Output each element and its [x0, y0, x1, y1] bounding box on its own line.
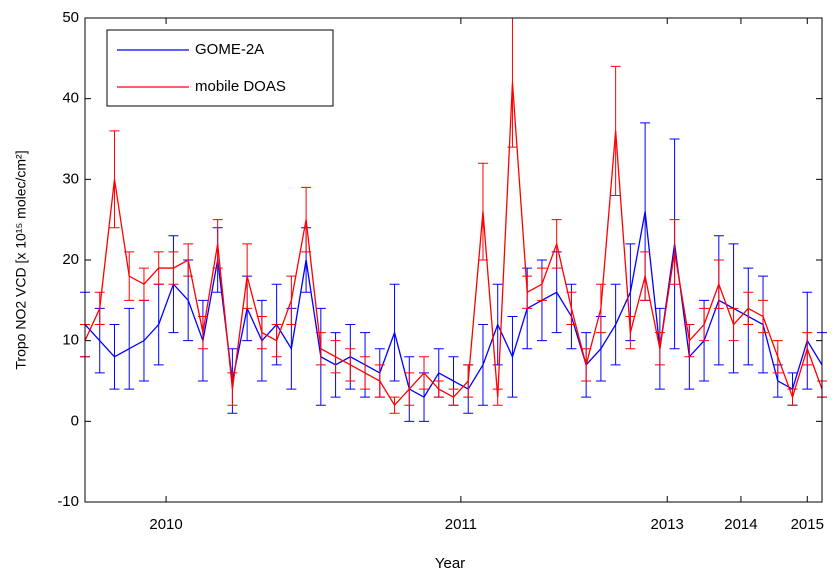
legend-label: mobile DOAS	[195, 78, 286, 95]
y-tick-label: -10	[57, 493, 79, 510]
x-tick-label: 2011	[445, 516, 477, 533]
y-tick-label: 30	[62, 170, 79, 187]
x-tick-label: 2015	[791, 516, 824, 533]
legend-label: GOME-2A	[195, 41, 264, 58]
y-tick-label: 10	[62, 332, 79, 349]
x-tick-label: 2014	[724, 516, 757, 533]
y-tick-label: 0	[71, 412, 79, 429]
x-tick-label: 2013	[651, 516, 684, 533]
series-line	[84, 82, 823, 407]
y-axis-label: Tropo NO2 VCD [x 10¹⁵ molec/cm²]	[13, 150, 29, 369]
x-axis-label: Year	[435, 555, 465, 572]
x-tick-label: 2010	[149, 516, 182, 533]
legend-box	[106, 29, 334, 107]
y-tick-label: 50	[62, 9, 79, 26]
y-tick-label: 20	[62, 251, 79, 268]
plot-frame	[84, 17, 823, 503]
y-tick-label: 40	[62, 90, 79, 107]
series-line	[84, 211, 823, 399]
